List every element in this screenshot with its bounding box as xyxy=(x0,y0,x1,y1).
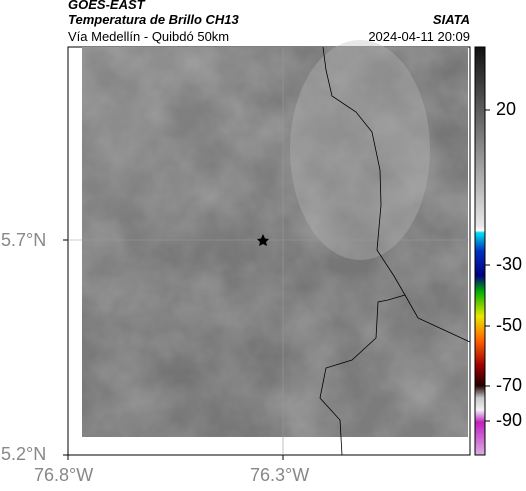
lon-label: 76.3°W xyxy=(250,465,310,485)
colorbar-tick-label: -70 xyxy=(496,375,523,395)
border xyxy=(404,294,471,343)
colorbar-tick-label: 20 xyxy=(496,99,517,119)
border xyxy=(319,46,406,456)
lat-label: 5.7°N xyxy=(1,230,47,250)
lon-label: 76.8°W xyxy=(34,465,94,485)
source: SIATA xyxy=(432,12,470,27)
timestamp: 2024-04-11 20:09 xyxy=(368,29,470,44)
colorbar-tick-label: -90 xyxy=(496,410,523,430)
location-marker xyxy=(257,234,269,246)
colorbar-tick-label: -30 xyxy=(496,254,523,274)
location: Vía Medellín - Quibdó 50km xyxy=(68,29,230,44)
subtitle: Temperatura de Brillo CH13 xyxy=(68,12,239,27)
colorbar-tick-label: -50 xyxy=(496,315,523,335)
colorbar xyxy=(474,46,486,456)
lat-label: 5.2°N xyxy=(1,444,47,464)
cloud-band xyxy=(290,40,430,260)
cloud-texture xyxy=(82,47,468,437)
colorbar-ticks xyxy=(485,109,490,422)
title: GOES-EAST xyxy=(68,0,145,12)
